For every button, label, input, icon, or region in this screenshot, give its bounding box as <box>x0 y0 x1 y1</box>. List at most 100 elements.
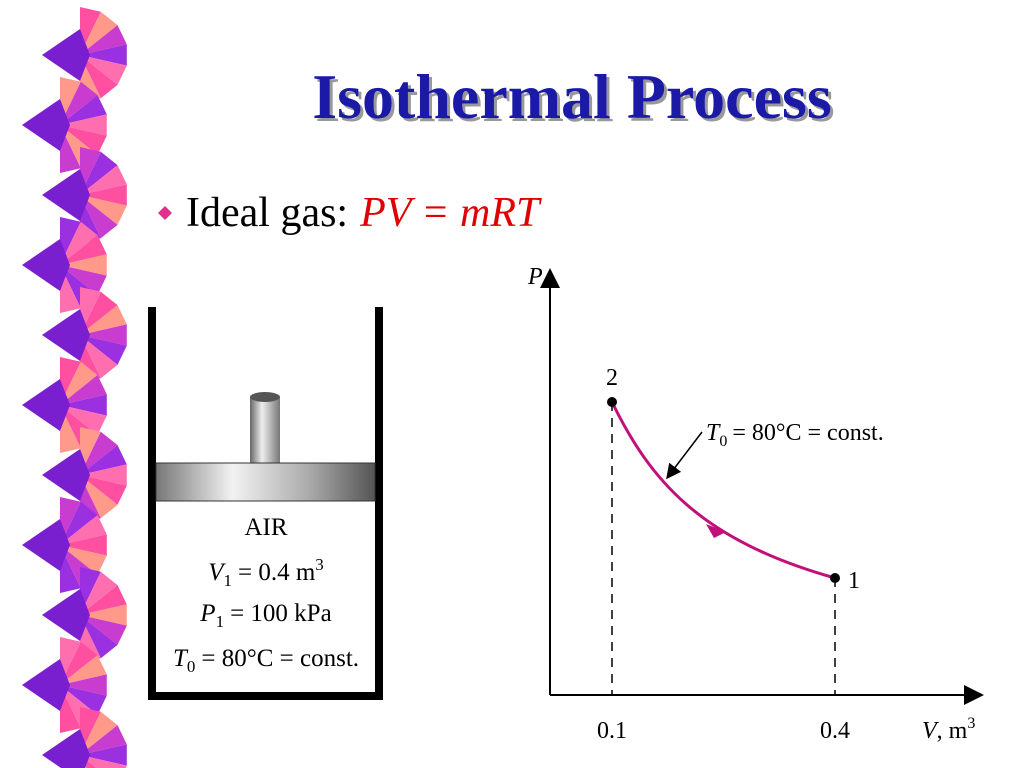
superscript: 3 <box>315 555 324 574</box>
rod-top <box>250 392 280 402</box>
process-arrow <box>706 524 726 538</box>
text: = 80°C = const. <box>732 420 883 446</box>
decoration <box>80 44 127 66</box>
decoration <box>80 184 127 206</box>
decoration <box>80 195 127 225</box>
bullet-text: Ideal gas: PV = mRT <box>186 190 542 236</box>
unit: , m <box>937 718 968 744</box>
decoration <box>22 239 70 291</box>
x-tick-label: 0.4 <box>820 718 850 744</box>
decoration <box>80 585 127 615</box>
decoration <box>80 151 118 195</box>
wall <box>148 692 383 700</box>
decoration <box>60 515 107 545</box>
decoration <box>80 55 118 99</box>
decoration <box>80 755 127 768</box>
decoration <box>42 449 90 501</box>
symbol: T <box>706 420 721 446</box>
symbol: T <box>173 645 189 672</box>
leader-line <box>666 431 703 480</box>
bullet-label: Ideal gas: <box>186 190 348 236</box>
state-point <box>607 397 617 407</box>
gas-label: AIR <box>244 514 287 541</box>
decoration <box>60 254 107 276</box>
title: Isothermal Process <box>312 61 832 132</box>
decoration <box>60 534 107 556</box>
decoration <box>80 615 127 645</box>
decoration <box>80 335 127 365</box>
x-tick-label: 0.1 <box>597 718 627 744</box>
decoration <box>80 725 127 755</box>
decoration <box>60 265 107 295</box>
decoration <box>22 99 70 151</box>
decoration <box>80 305 127 335</box>
decoration <box>80 604 127 626</box>
symbol: V <box>922 718 939 744</box>
decoration <box>60 95 107 125</box>
decoration <box>60 221 98 265</box>
decoration <box>42 29 90 81</box>
decoration <box>60 81 98 125</box>
decoration <box>80 11 118 55</box>
symbol: P <box>199 600 215 627</box>
decoration <box>60 655 107 685</box>
bullet-icon <box>158 206 172 220</box>
decoration <box>60 545 107 575</box>
decoration <box>60 501 98 545</box>
decoration <box>80 744 127 766</box>
state-line: T0 = 80°C = const. <box>173 645 359 676</box>
decoration <box>80 475 127 505</box>
state-line: P1 = 100 kPa <box>199 600 331 631</box>
piston-rod <box>250 397 280 463</box>
decoration <box>80 324 127 346</box>
superscript: 3 <box>967 715 975 732</box>
point-label: 2 <box>606 365 618 391</box>
decoration <box>60 674 107 696</box>
decoration <box>60 405 107 435</box>
decoration <box>42 589 90 641</box>
decoration <box>42 309 90 361</box>
decoration <box>80 25 127 55</box>
subscript: 0 <box>719 433 727 450</box>
subscript: 1 <box>216 612 225 631</box>
decoration <box>42 169 90 221</box>
decoration <box>22 379 70 431</box>
symbol: V <box>208 559 226 586</box>
decoration <box>42 729 90 768</box>
cylinder: AIR V1 = 0.4 m3 P1 = 100 kPa T0 = 80°C = co… <box>148 307 383 700</box>
text: = 0.4 m <box>238 559 316 586</box>
equation: PV = mRT <box>359 190 542 236</box>
text: = 80°C = const. <box>201 645 359 672</box>
state-point <box>830 573 840 583</box>
text: = 100 kPa <box>230 600 332 627</box>
piston <box>155 462 376 502</box>
annotation: T0 = 80°C = const. <box>706 420 884 450</box>
title-shadow: Isothermal Process <box>315 64 835 135</box>
decoration <box>60 641 98 685</box>
decoration <box>60 375 107 405</box>
decoration <box>22 519 70 571</box>
subscript: 1 <box>223 571 232 590</box>
decoration <box>60 125 107 155</box>
decoration <box>80 335 118 379</box>
subscript: 0 <box>187 657 196 676</box>
decoration <box>80 571 118 615</box>
point-label: 1 <box>848 568 860 594</box>
decorative-strip <box>22 7 127 768</box>
decoration <box>80 475 118 519</box>
decoration <box>60 235 107 265</box>
decoration <box>80 464 127 486</box>
decoration <box>60 685 107 715</box>
decoration <box>80 55 127 85</box>
decoration <box>60 361 98 405</box>
y-axis-label: P <box>527 264 543 290</box>
decoration <box>80 195 118 239</box>
wall <box>375 307 383 700</box>
decoration <box>80 615 118 659</box>
decoration <box>22 659 70 711</box>
state-line: V1 = 0.4 m3 <box>208 555 324 590</box>
decoration <box>80 711 118 755</box>
pv-graph: P V, m3 0.1 0.4 2 1 T0 = 80°C = const. <box>527 264 984 744</box>
x-axis-label: V, m3 <box>922 715 975 744</box>
